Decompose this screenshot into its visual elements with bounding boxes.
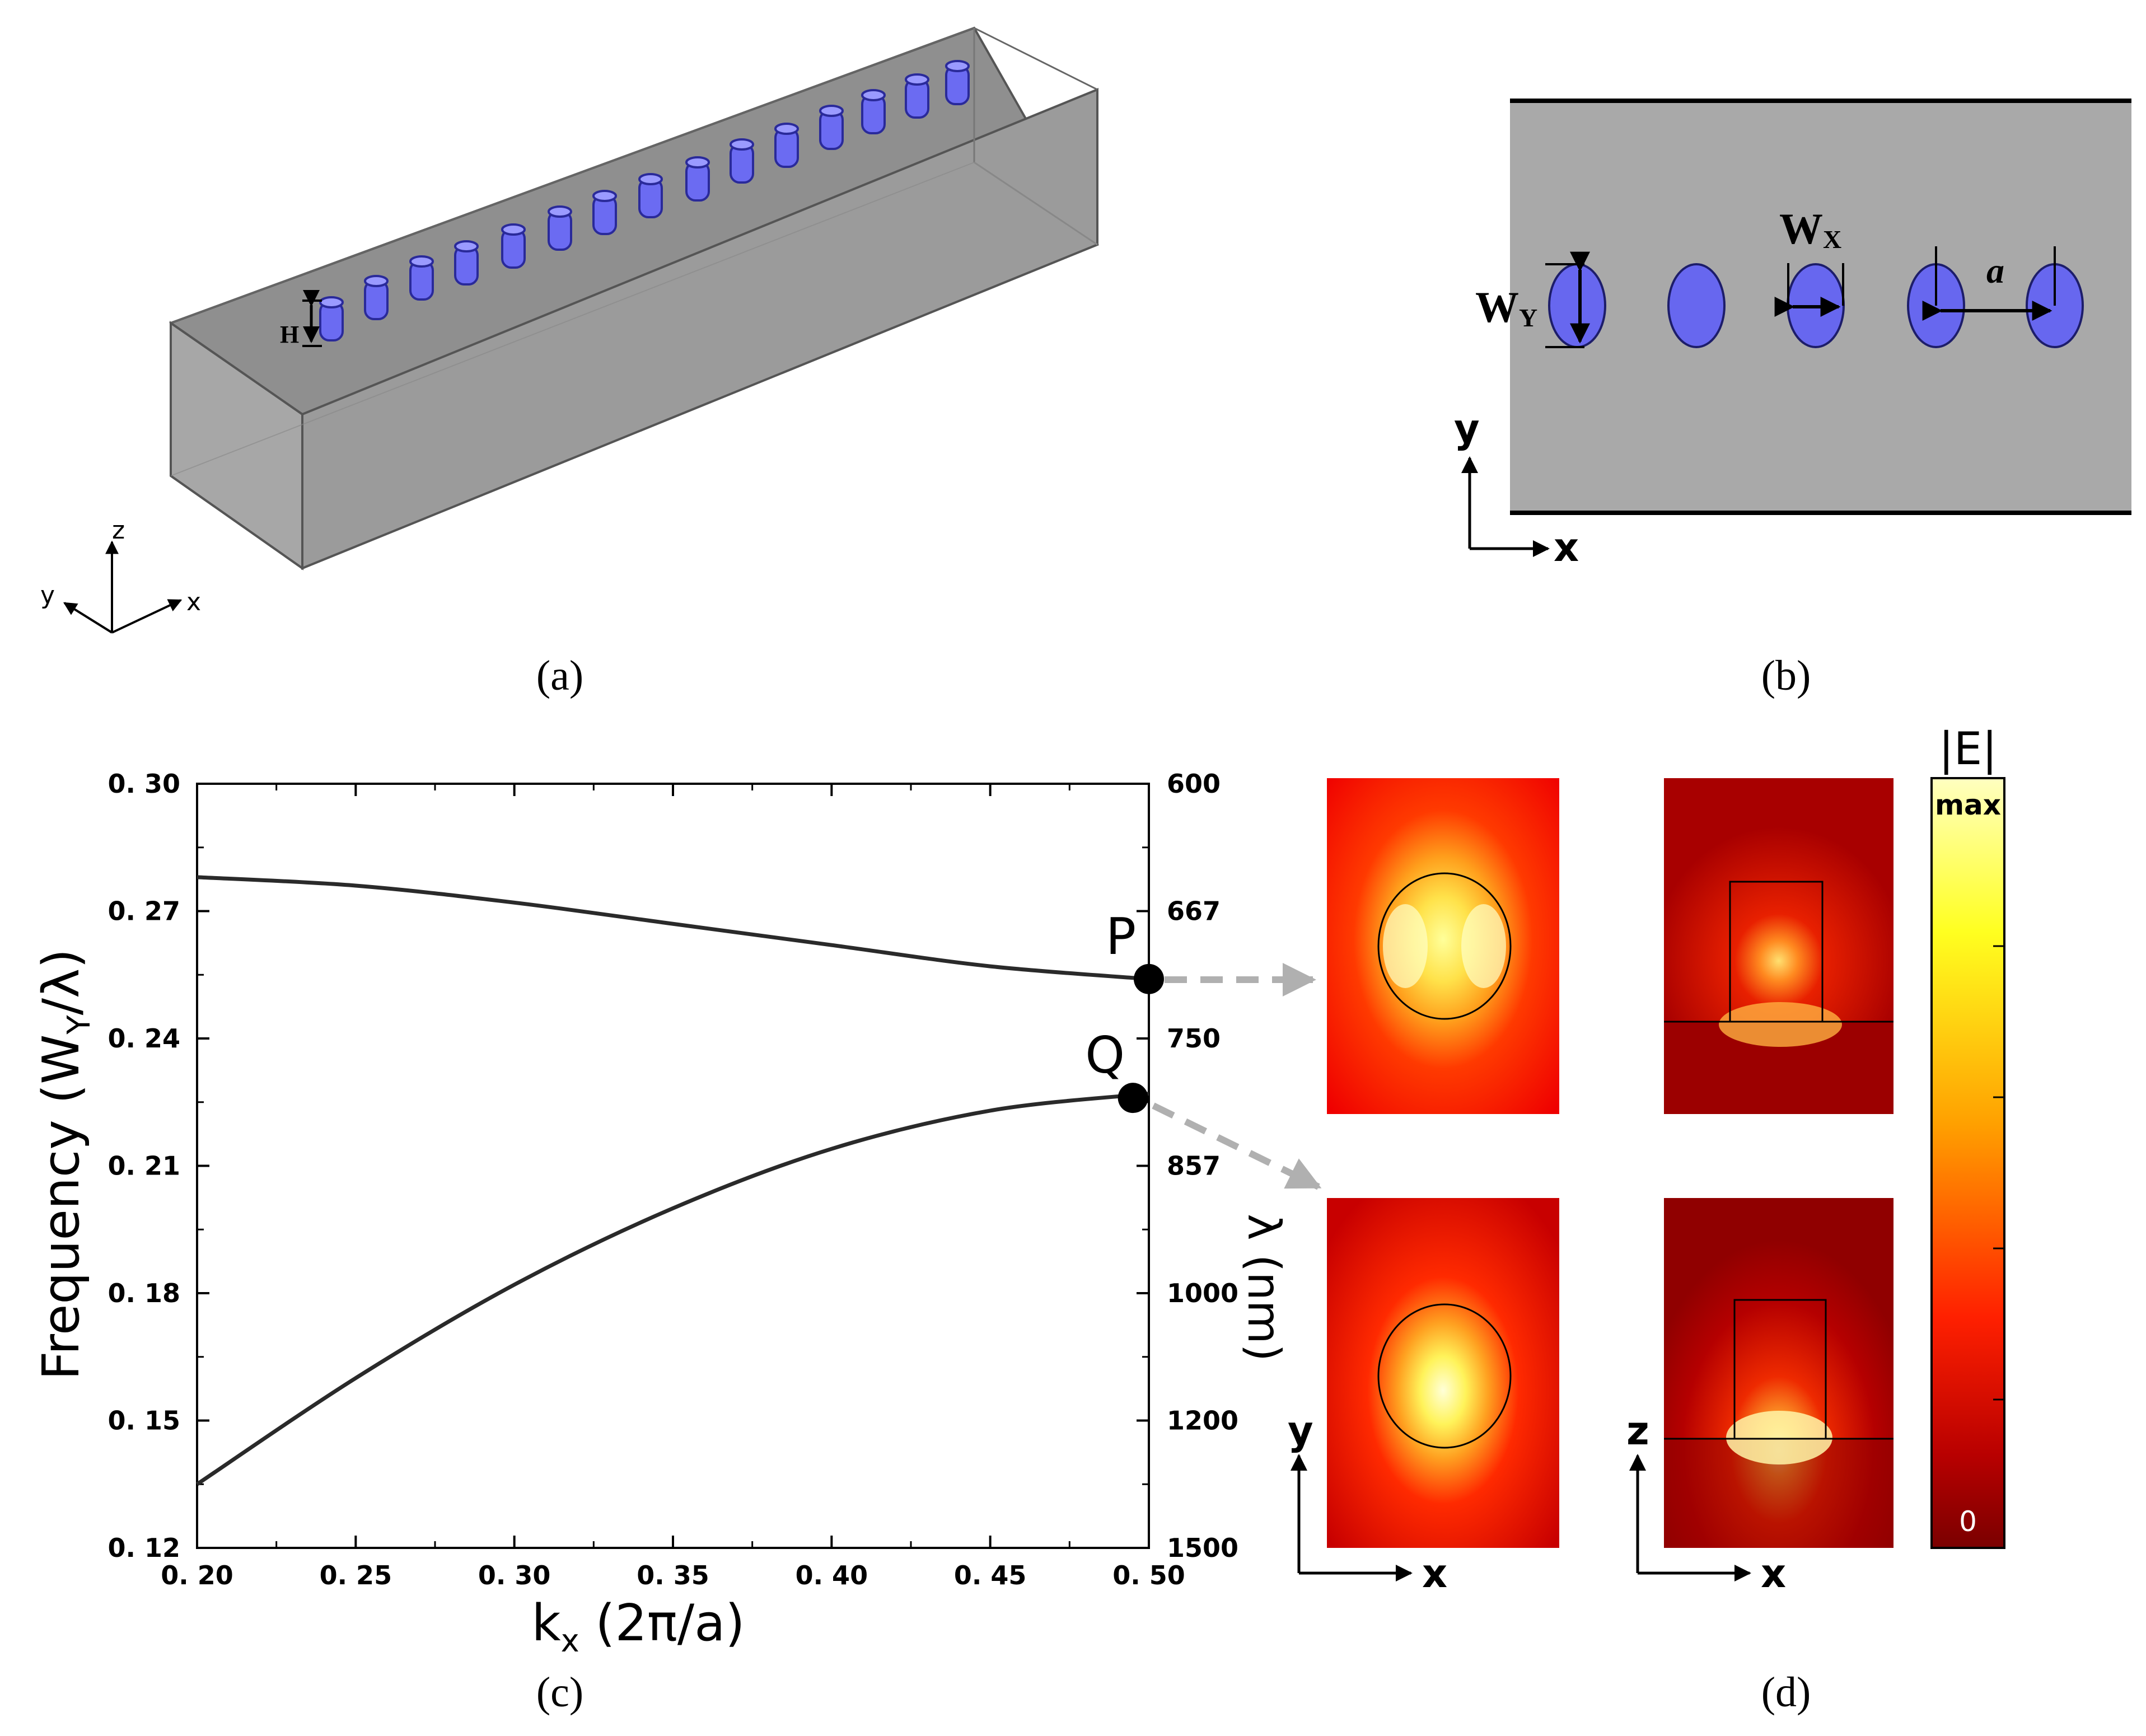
x-tick-label: 0. 30: [478, 1560, 551, 1590]
ellipse-pillar: [1667, 263, 1726, 348]
axis-x-label: x: [186, 588, 201, 616]
pillar-array: [319, 60, 970, 341]
pillar: [364, 275, 389, 320]
height-label: H: [280, 321, 299, 348]
y2-tick-label: 667: [1167, 896, 1221, 927]
x-tick-label: 0. 50: [1112, 1560, 1185, 1590]
y-axis-title: Frequency (WY/λ): [32, 949, 97, 1381]
axis-z-label: z: [112, 516, 125, 545]
axis-x-label-b: x: [1554, 525, 1579, 570]
pillar: [905, 73, 929, 119]
y-tick-label: 0. 30: [107, 769, 180, 799]
field-map-p-xy: [1327, 778, 1559, 1114]
x-tick-label: 0. 45: [954, 1560, 1027, 1590]
series-line: [197, 875, 1149, 981]
pillar: [319, 296, 344, 341]
panel-label-d: (d): [1761, 1669, 1811, 1716]
panel-c: 0. 20 0. 25 0. 30 0. 35 0. 40 0. 45 0. 50 0. 12…: [32, 769, 1322, 1716]
colorbar-min: 0: [1959, 1505, 1977, 1538]
panel-label-b: (b): [1761, 652, 1811, 699]
axis-z-label-d: z: [1626, 1408, 1649, 1454]
field-map-p-xz: [1664, 778, 1893, 1114]
y2-axis-title: λ (nm): [1238, 1214, 1290, 1361]
chart-frame: [196, 783, 1150, 1549]
field-map-q-xy: [1327, 1198, 1559, 1548]
chart-ticks: 0. 20 0. 25 0. 30 0. 35 0. 40 0. 45 0. 50 0. 12…: [107, 769, 1238, 1590]
arrow-q-to-map: [1152, 1102, 1322, 1190]
panel-b: WY WX a y x (b): [1454, 99, 2131, 699]
pillar: [945, 60, 970, 105]
axis-y-label-d: y: [1288, 1408, 1313, 1454]
colorbar-title: |E|: [1939, 723, 1997, 775]
pillar: [730, 138, 754, 184]
colorbar: |E| max 0: [1930, 723, 2005, 1549]
y2-tick-label: 600: [1167, 769, 1221, 799]
x-axis-title: kx (2π/a): [531, 1594, 745, 1659]
y-tick-label: 0. 18: [107, 1278, 180, 1308]
pillar: [685, 156, 710, 202]
y2-tick-label: 857: [1167, 1151, 1221, 1181]
y2-tick-label: 1000: [1167, 1278, 1238, 1308]
y-tick-label: 0. 27: [107, 896, 180, 927]
pillar: [501, 223, 526, 269]
y2-tick-label: 1200: [1167, 1406, 1238, 1436]
wx-label: WX: [1779, 204, 1841, 254]
axis-y-label-b: y: [1454, 406, 1480, 452]
panel-label-a: (a): [536, 652, 583, 699]
ellipse-pillar: [1548, 263, 1606, 348]
chart-annotations: PQ: [1085, 907, 1164, 1113]
x-tick-label: 0. 25: [320, 1560, 392, 1590]
point-marker: [1118, 1083, 1148, 1113]
pillar: [861, 89, 886, 134]
axis-x-label-d2: x: [1761, 1551, 1786, 1597]
pillar: [548, 205, 572, 251]
axis-x-label-d1: x: [1422, 1551, 1447, 1597]
x-tick-label: 0. 35: [637, 1560, 709, 1590]
colorbar-max: max: [1935, 789, 2001, 821]
y2-tick-label: 1500: [1167, 1533, 1238, 1563]
axes-triad-a: [63, 540, 183, 634]
point-marker: [1134, 963, 1164, 994]
series-line: [196, 1092, 1149, 1486]
panel-a: H z x y (a): [40, 26, 1099, 699]
y-tick-label: 0. 21: [107, 1151, 180, 1181]
pillar: [638, 173, 663, 218]
x-tick-label: 0. 20: [161, 1560, 233, 1590]
pillar: [774, 123, 799, 168]
chart-series: [196, 875, 1149, 1486]
wy-label: WY: [1475, 283, 1537, 332]
pillar: [819, 105, 844, 150]
pillar: [592, 190, 617, 235]
axis-y-label: y: [40, 581, 55, 610]
panel-label-c: (c): [536, 1669, 583, 1716]
y-tick-label: 0. 12: [107, 1533, 180, 1563]
point-label: Q: [1085, 1026, 1125, 1085]
pillar: [409, 255, 434, 301]
pillar: [454, 240, 479, 286]
field-map-q-xz: [1664, 1198, 1893, 1548]
y2-tick-label: 750: [1167, 1023, 1221, 1054]
y-tick-label: 0. 15: [107, 1406, 180, 1436]
x-tick-label: 0. 40: [796, 1560, 868, 1590]
period-label: a: [1986, 251, 2004, 291]
panel-d: |E| max 0 y x z x (d): [1288, 723, 2005, 1716]
point-label: P: [1106, 907, 1136, 966]
y-tick-label: 0. 24: [107, 1023, 180, 1054]
